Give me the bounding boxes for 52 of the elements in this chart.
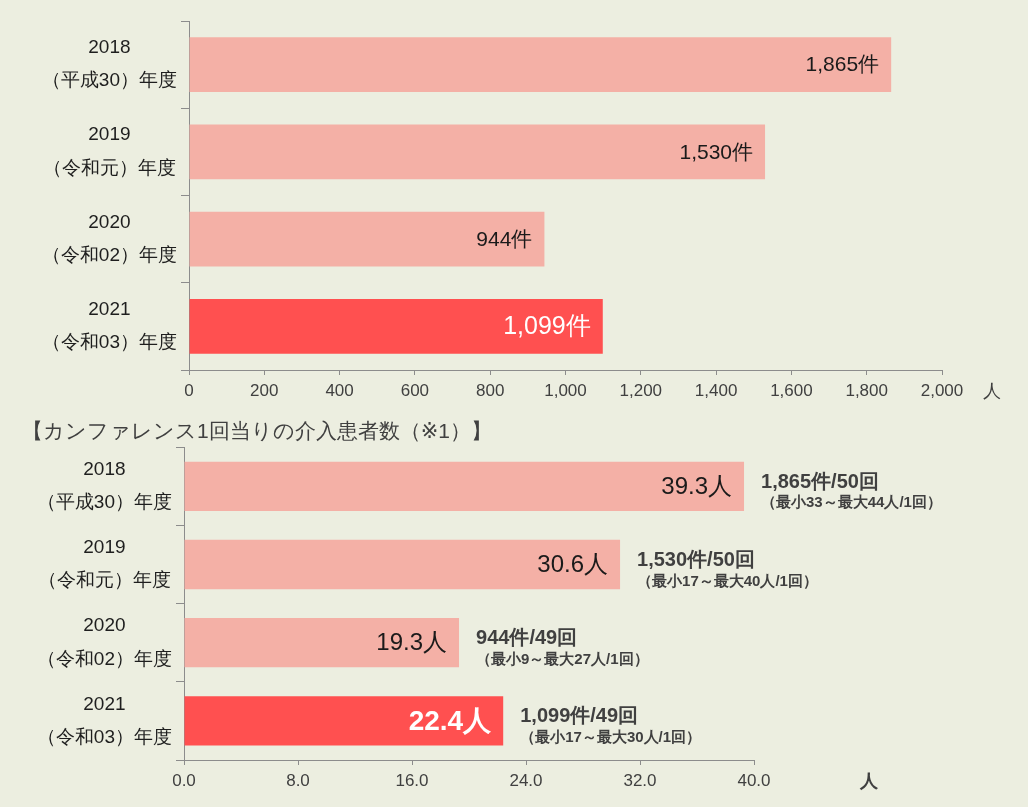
x-tick-label: 1,000 — [544, 380, 587, 400]
data-label: 22.4人 — [408, 704, 493, 736]
bar — [189, 37, 892, 93]
annotation: （最小17～最大30人/1回） — [520, 728, 702, 746]
x-tick-label: 1,600 — [770, 380, 813, 400]
bar — [184, 461, 745, 511]
data-label: 30.6人 — [537, 550, 609, 578]
x-tick-label: 2,000 — [920, 380, 964, 400]
annotation: 944件/49回 — [476, 626, 578, 649]
bar — [184, 696, 504, 746]
y-tick-label: 2019 （令和元）年度 — [37, 536, 171, 591]
y-tick-label: 2019 （令和元）年度 — [42, 123, 176, 178]
chart-title: 【カンファレンス1回当りの介入患者数（※1）】 — [22, 419, 492, 443]
x-tick-label: 200 — [250, 380, 279, 400]
annotation: 1,530件/50回 — [637, 548, 755, 571]
y-tick-label: 2018 （平成30）年度 — [41, 36, 177, 91]
x-tick-label: 1,200 — [619, 380, 663, 400]
annotation: （最小17～最大40人/1回） — [637, 571, 818, 589]
bar — [184, 539, 621, 590]
x-tick-label: 600 — [400, 380, 430, 400]
x-tick-label: 24.0 — [509, 770, 543, 790]
y-tick-label: 2021 （令和03）年度 — [36, 692, 172, 747]
x-tick-label: 0.0 — [172, 770, 196, 790]
annotation: （最小9～最大27人/1回） — [476, 649, 649, 667]
annotation: 1,865件/50回 — [761, 469, 879, 492]
x-tick-label: 1,800 — [845, 380, 888, 400]
bar — [189, 211, 545, 267]
x-tick-label: 800 — [476, 380, 505, 400]
data-label: 944件 — [476, 226, 533, 250]
x-axis-title: 人 — [859, 771, 879, 792]
data-label: 39.3人 — [661, 471, 733, 499]
bar — [189, 298, 603, 354]
x-tick-label: 40.0 — [737, 770, 771, 790]
y-tick-label: 2020 （令和02）年度 — [41, 210, 177, 265]
x-tick-label: 1,400 — [694, 380, 738, 400]
x-tick-label: 8.0 — [286, 770, 310, 790]
y-tick-label: 2021 （令和03）年度 — [41, 297, 177, 353]
x-tick-label: 0 — [184, 380, 194, 400]
data-label: 1,099件 — [503, 311, 591, 340]
data-label: 1,530件 — [679, 139, 754, 163]
bar — [189, 124, 766, 180]
annotation: （最小33～最大44人/1回） — [761, 493, 942, 511]
annotation: 1,099件/49回 — [520, 704, 639, 727]
x-axis-title: 人 — [983, 381, 1001, 402]
x-tick-label: 16.0 — [395, 770, 429, 790]
x-tick-label: 32.0 — [623, 770, 657, 790]
data-label: 19.3人 — [376, 628, 448, 656]
bar — [184, 618, 460, 668]
y-tick-label: 2020 （令和02）年度 — [36, 614, 172, 669]
data-label: 1,865件 — [805, 52, 880, 76]
y-tick-label: 2018 （平成30）年度 — [36, 457, 172, 513]
x-tick-label: 400 — [325, 380, 354, 400]
